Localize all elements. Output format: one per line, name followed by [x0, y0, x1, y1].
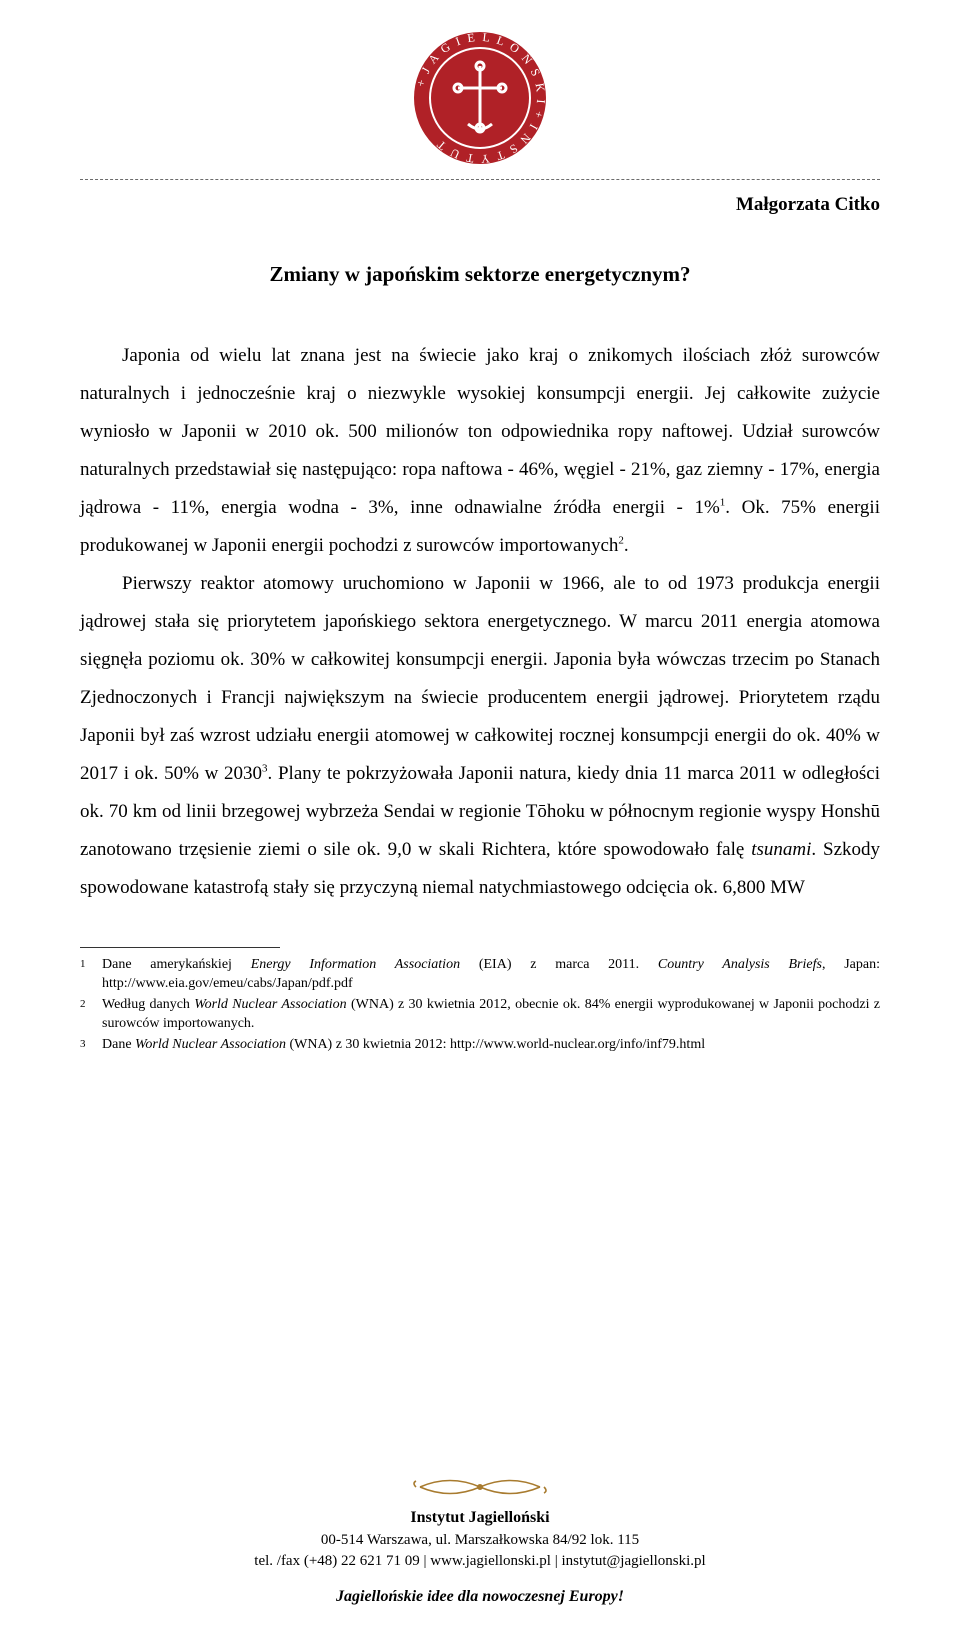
fn3-b: (WNA) z 30 kwietnia 2012: http://www.wor…	[286, 1037, 705, 1052]
p1-text-c: .	[624, 535, 629, 556]
p2-tsunami: tsunami	[751, 839, 811, 860]
institute-seal-logo: + J A G I E L L O Ń S K I + I N S T Y T …	[410, 28, 550, 168]
footnote-num-1: 1	[80, 956, 102, 994]
p1-text-a: Japonia od wielu lat znana jest na świec…	[80, 345, 880, 518]
footer-slogan: Jagiellońskie idee dla nowoczesnej Europ…	[0, 1586, 960, 1608]
p2-text-a: Pierwszy reaktor atomowy uruchomiono w J…	[80, 573, 880, 784]
footnote-text-2: Według danych World Nuclear Association …	[102, 996, 880, 1034]
footer-institute: Instytut Jagielloński	[0, 1507, 960, 1529]
footnote-text-3: Dane World Nuclear Association (WNA) z 3…	[102, 1036, 880, 1055]
fn1-i2: Country Analysis Briefs	[658, 957, 822, 972]
footnote-num-3: 3	[80, 1036, 102, 1055]
fn3-a: Dane	[102, 1037, 135, 1052]
fn1-b: (EIA) z marca 2011.	[460, 957, 658, 972]
footnotes-block: 1 Dane amerykańskiej Energy Information …	[80, 956, 880, 1054]
fn2-i: World Nuclear Association	[194, 997, 346, 1012]
footer-address: 00-514 Warszawa, ul. Marszałkowska 84/92…	[0, 1530, 960, 1551]
page-footer: Instytut Jagielloński 00-514 Warszawa, u…	[0, 1476, 960, 1608]
paragraph-1: Japonia od wielu lat znana jest na świec…	[80, 337, 880, 565]
fn1-i: Energy Information Association	[251, 957, 460, 972]
paragraph-2: Pierwszy reaktor atomowy uruchomiono w J…	[80, 565, 880, 907]
ornament-icon	[410, 1476, 550, 1498]
document-title: Zmiany w japońskim sektorze energetyczny…	[0, 262, 960, 287]
fn3-i: World Nuclear Association	[135, 1037, 286, 1052]
footer-contact: tel. /fax (+48) 22 621 71 09 | www.jagie…	[0, 1551, 960, 1572]
logo-container: + J A G I E L L O Ń S K I + I N S T Y T …	[0, 0, 960, 173]
footnote-2: 2 Według danych World Nuclear Associatio…	[80, 996, 880, 1034]
body-content: Japonia od wielu lat znana jest na świec…	[80, 337, 880, 907]
footnotes-separator	[80, 947, 280, 948]
footnote-1: 1 Dane amerykańskiej Energy Information …	[80, 956, 880, 994]
footnote-text-1: Dane amerykańskiej Energy Information As…	[102, 956, 880, 994]
header-divider	[80, 179, 880, 180]
fn2-a: Według danych	[102, 997, 194, 1012]
footnote-num-2: 2	[80, 996, 102, 1034]
fn1-a: Dane amerykańskiej	[102, 957, 251, 972]
author-name: Małgorzata Citko	[0, 194, 880, 216]
footnote-3: 3 Dane World Nuclear Association (WNA) z…	[80, 1036, 880, 1055]
